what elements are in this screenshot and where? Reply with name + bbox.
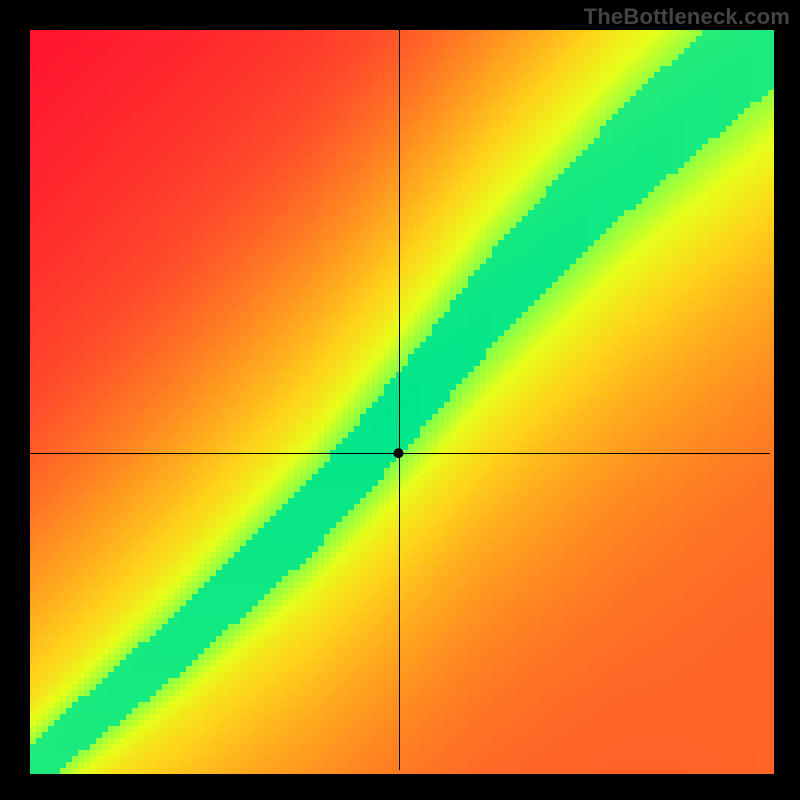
chart-container: TheBottleneck.com xyxy=(0,0,800,800)
bottleneck-heatmap xyxy=(0,0,800,800)
watermark-text: TheBottleneck.com xyxy=(584,4,790,30)
